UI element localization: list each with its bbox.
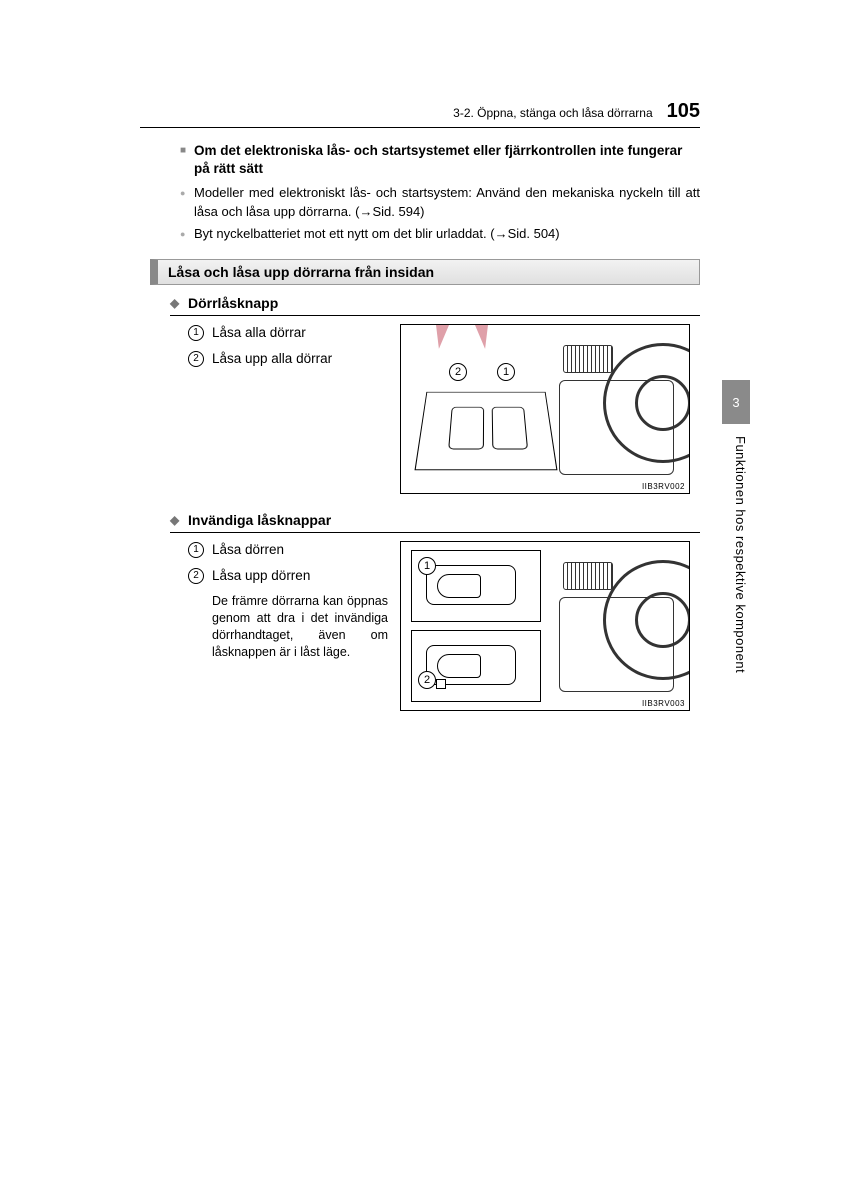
note-bullet: Modeller med elektroniskt lås- och start… bbox=[180, 184, 700, 220]
step-label: Låsa upp dörren bbox=[212, 567, 310, 585]
callout-1-icon: 1 bbox=[497, 363, 515, 381]
figure-code: IIB3RV002 bbox=[642, 482, 685, 491]
step-number-icon: 2 bbox=[188, 568, 204, 584]
chapter-side-label: Funktionen hos respektive komponent bbox=[733, 436, 748, 673]
text-column: 1 Låsa dörren 2 Låsa upp dörren De främr… bbox=[188, 541, 388, 711]
page-header: 3-2. Öppna, stänga och låsa dörrarna 105 bbox=[140, 100, 700, 128]
figure-inside-lock-buttons: 1 2 IIB3RV003 bbox=[400, 541, 690, 711]
step-number-icon: 1 bbox=[188, 325, 204, 341]
step-label: Låsa dörren bbox=[212, 541, 284, 559]
list-item: 2 Låsa upp dörren bbox=[188, 567, 388, 585]
figure-door-lock-button: 2 1 IIB3RV002 bbox=[400, 324, 690, 494]
list-item: 1 Låsa dörren bbox=[188, 541, 388, 559]
breadcrumb: 3-2. Öppna, stänga och låsa dörrarna bbox=[453, 106, 652, 120]
text-column: 1 Låsa alla dörrar 2 Låsa upp alla dörra… bbox=[188, 324, 388, 494]
content-row-2: 1 Låsa dörren 2 Låsa upp dörren De främr… bbox=[188, 541, 700, 711]
subheading-door-lock-button: Dörrlåsknapp bbox=[170, 295, 700, 316]
subheading-inside-lock-buttons: Invändiga låsknappar bbox=[170, 512, 700, 533]
description-text: De främre dörrarna kan öppnas genom att … bbox=[212, 593, 388, 661]
callout-2-icon: 2 bbox=[449, 363, 467, 381]
section-heading: Låsa och låsa upp dörrarna från insidan bbox=[150, 259, 700, 285]
note-block: Om det elektroniska lås- och startsystem… bbox=[180, 142, 700, 243]
content-row-1: 1 Låsa alla dörrar 2 Låsa upp alla dörra… bbox=[188, 324, 700, 494]
figure-code: IIB3RV003 bbox=[642, 699, 685, 708]
callout-1-icon: 1 bbox=[418, 557, 436, 575]
step-number-icon: 1 bbox=[188, 542, 204, 558]
list-item: 1 Låsa alla dörrar bbox=[188, 324, 388, 342]
page-number: 105 bbox=[667, 100, 700, 123]
note-title: Om det elektroniska lås- och startsystem… bbox=[180, 142, 700, 178]
note-bullet: Byt nyckelbatteriet mot ett nytt om det … bbox=[180, 225, 700, 243]
chapter-tab: 3 bbox=[722, 380, 750, 424]
step-label: Låsa upp alla dörrar bbox=[212, 350, 332, 368]
callout-2-icon: 2 bbox=[418, 671, 436, 689]
step-number-icon: 2 bbox=[188, 351, 204, 367]
step-label: Låsa alla dörrar bbox=[212, 324, 306, 342]
list-item: 2 Låsa upp alla dörrar bbox=[188, 350, 388, 368]
